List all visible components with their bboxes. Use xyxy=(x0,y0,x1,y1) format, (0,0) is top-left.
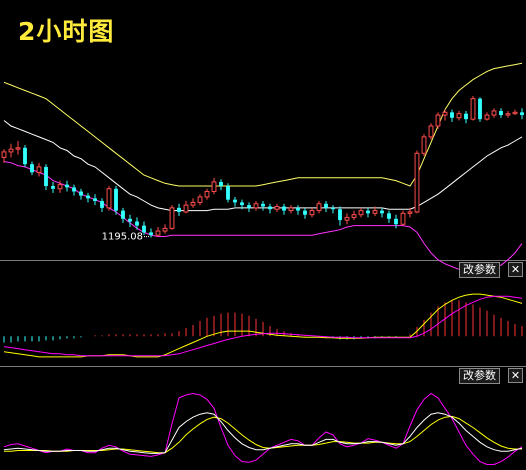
candle xyxy=(442,109,448,121)
macd-panel xyxy=(3,293,523,358)
boll-bands xyxy=(3,62,523,272)
candle xyxy=(23,145,27,167)
candle xyxy=(296,205,300,215)
candle xyxy=(344,213,350,225)
candle xyxy=(1,149,7,163)
candle xyxy=(183,201,189,214)
candle xyxy=(211,177,217,195)
candle xyxy=(470,95,476,121)
candle xyxy=(303,207,307,219)
candle xyxy=(309,207,315,218)
candle xyxy=(456,110,462,121)
candle xyxy=(316,201,322,214)
candle xyxy=(407,207,413,218)
candle xyxy=(428,123,434,140)
candle xyxy=(400,210,406,226)
candle xyxy=(100,198,104,212)
candle xyxy=(86,192,90,203)
candle xyxy=(106,186,112,211)
candle xyxy=(372,206,378,217)
candle xyxy=(505,110,511,118)
kdj-panel xyxy=(3,392,523,465)
candle xyxy=(155,226,161,237)
low-price-label: 1195.08 xyxy=(102,232,143,243)
panel-dividers xyxy=(0,260,526,367)
candle xyxy=(268,203,272,214)
candle xyxy=(394,214,398,229)
kdj-params-button[interactable]: 改参数 xyxy=(459,368,500,384)
candle xyxy=(499,108,503,118)
candle xyxy=(65,180,69,192)
candle xyxy=(233,196,237,207)
candle xyxy=(72,184,76,196)
candle xyxy=(520,108,524,120)
candle xyxy=(247,202,251,212)
boll-upper-line xyxy=(3,62,523,187)
candle xyxy=(36,162,42,177)
macd-close-button[interactable]: ✕ xyxy=(508,262,523,277)
candle xyxy=(435,112,441,129)
candle xyxy=(226,183,230,203)
candle xyxy=(512,109,518,116)
candle xyxy=(44,164,48,191)
macd-params-button[interactable]: 改参数 xyxy=(459,262,500,278)
candle xyxy=(478,97,482,122)
candle xyxy=(358,207,364,218)
kdj-k-line xyxy=(3,412,523,454)
candle xyxy=(274,203,280,212)
candle xyxy=(324,201,328,212)
candle xyxy=(219,179,223,191)
candle xyxy=(421,134,427,156)
candle xyxy=(288,205,294,214)
candle xyxy=(450,109,454,122)
candle xyxy=(177,203,181,217)
candle xyxy=(491,108,497,118)
candle xyxy=(197,194,203,206)
boll-mid-line xyxy=(3,120,523,212)
candle xyxy=(204,188,210,200)
candle xyxy=(240,199,244,210)
candle xyxy=(57,180,63,193)
kdj-close-button[interactable]: ✕ xyxy=(508,368,523,383)
candle xyxy=(128,214,132,227)
candle xyxy=(190,198,196,208)
candle xyxy=(414,150,420,214)
candle xyxy=(261,201,265,211)
candle xyxy=(51,181,55,193)
candle xyxy=(366,207,370,218)
candle xyxy=(380,207,384,218)
candle xyxy=(464,110,468,124)
kdj-j-line xyxy=(3,392,523,465)
candle xyxy=(149,228,153,238)
chart-title: 2小时图 xyxy=(18,17,115,46)
boll-lower-line xyxy=(3,161,523,272)
candle xyxy=(484,112,490,121)
candle xyxy=(121,207,125,223)
kdj-d-line xyxy=(4,415,522,454)
candle xyxy=(169,205,175,230)
candle xyxy=(15,140,21,155)
candle xyxy=(351,210,357,221)
candle xyxy=(387,210,391,223)
candle xyxy=(135,217,139,230)
candle xyxy=(142,221,146,236)
candle xyxy=(253,201,259,211)
candle xyxy=(93,194,97,206)
price-annotations: 1195.08 xyxy=(102,232,150,243)
candle xyxy=(79,188,83,200)
candle xyxy=(162,224,168,234)
candle xyxy=(338,206,342,226)
candle xyxy=(282,203,286,215)
macd-dea-line xyxy=(3,295,523,357)
candlesticks xyxy=(1,95,524,238)
candle xyxy=(114,186,118,215)
candle xyxy=(331,205,335,214)
candle xyxy=(8,143,14,158)
candle xyxy=(30,161,34,176)
